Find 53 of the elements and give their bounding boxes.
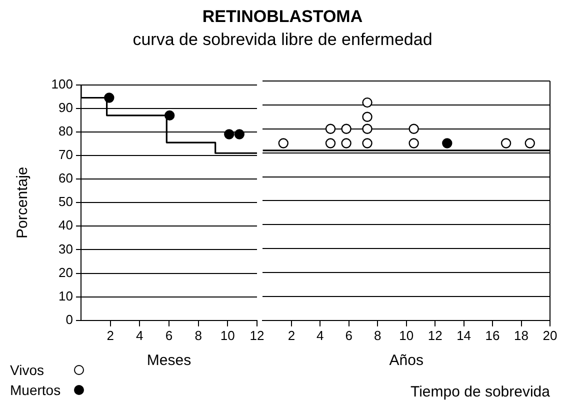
x-tick-label: 20 [542,328,558,343]
x-tick-label: 16 [485,328,500,343]
x-tick-label: 12 [428,328,442,343]
chart-subtitle: curva de sobrevida libre de enfermedad [132,29,434,51]
y-tick-label: 20 [58,264,73,280]
x-tick-label: 2 [288,328,296,343]
point [524,138,535,148]
y-tick-label: 30 [58,241,73,256]
x-tick-label: 12 [250,328,264,343]
x-tick-label: 8 [374,328,382,343]
x-tick-label: 4 [316,328,324,343]
y-tick-label: 40 [58,218,73,233]
x-axis-title: Meses [146,352,192,370]
legend-label: Muertos [10,382,62,398]
y-tick-label: 50 [58,194,73,210]
point [362,124,372,134]
point [362,138,372,148]
x-tick-label: 2 [106,328,114,343]
x-tick-label: 14 [456,328,472,343]
x-tick-label: 6 [345,328,353,343]
point [341,138,352,148]
point [362,97,372,108]
y-tick-label: 80 [58,124,73,138]
point [224,129,234,140]
y-tick-label: 60 [58,170,73,186]
point [325,138,336,148]
point [341,124,352,134]
legend-label: Vivos [10,362,45,378]
x-tick-label: 10 [399,328,414,343]
point [164,110,175,121]
point [104,92,114,103]
y-axis-title: Porcentaje [14,166,32,238]
x-tick-label: 4 [136,328,144,343]
point [325,124,336,134]
y-tick-label: 100 [51,76,73,92]
point [408,138,419,148]
text: Tiempo de sobrevida [410,384,551,401]
x-tick-label: 8 [194,328,202,343]
x-tick-label: 10 [220,328,235,343]
chart-title: RETINOBLASTOMA [201,6,364,28]
y-tick-label: 70 [58,147,73,162]
point [278,138,288,148]
x-axis-title: Años [389,352,424,370]
x-tick-label: 18 [514,328,529,343]
point [500,138,512,148]
y-tick-label: 10 [58,288,73,304]
point [234,129,244,140]
point [362,112,372,122]
x-tick-label: 6 [165,328,173,343]
y-tick-label: 90 [58,100,73,115]
y-tick-label: 0 [66,312,73,327]
point [442,138,452,148]
point [408,124,419,134]
